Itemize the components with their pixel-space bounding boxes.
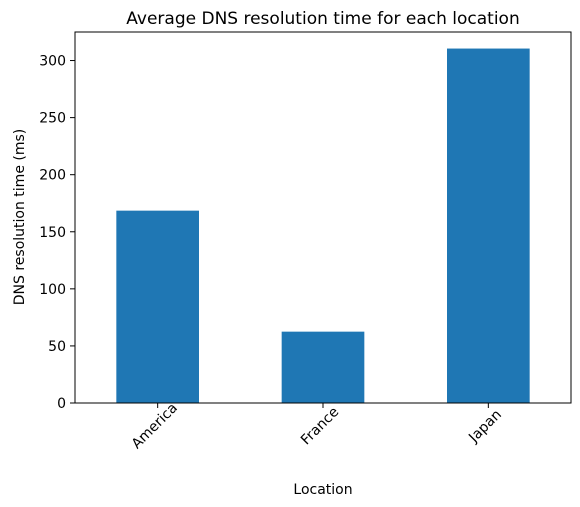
y-tick-label: 0 <box>57 396 66 412</box>
y-tick-label: 100 <box>39 282 66 298</box>
y-tick-label: 300 <box>39 54 66 70</box>
bars-layer <box>116 48 530 403</box>
y-axis-label: DNS resolution time (ms) <box>12 129 28 305</box>
plot-frame <box>74 31 572 404</box>
x-tick-label: France <box>298 404 342 448</box>
bar-france <box>281 331 365 403</box>
bar-america <box>116 210 199 403</box>
y-tick-label: 50 <box>48 339 66 355</box>
chart-title: Average DNS resolution time for each loc… <box>126 9 519 29</box>
x-tick-label: America <box>129 400 181 452</box>
y-tick-label: 200 <box>39 168 66 184</box>
x-axis: America France Japan <box>129 400 505 452</box>
y-tick-label: 150 <box>39 225 66 241</box>
bar-japan <box>447 48 530 403</box>
x-axis-label: Location <box>293 482 352 498</box>
y-axis: 0 50 100 150 200 250 300 <box>39 54 75 412</box>
y-tick-label: 250 <box>39 111 66 127</box>
x-tick-label: Japan <box>465 407 505 447</box>
